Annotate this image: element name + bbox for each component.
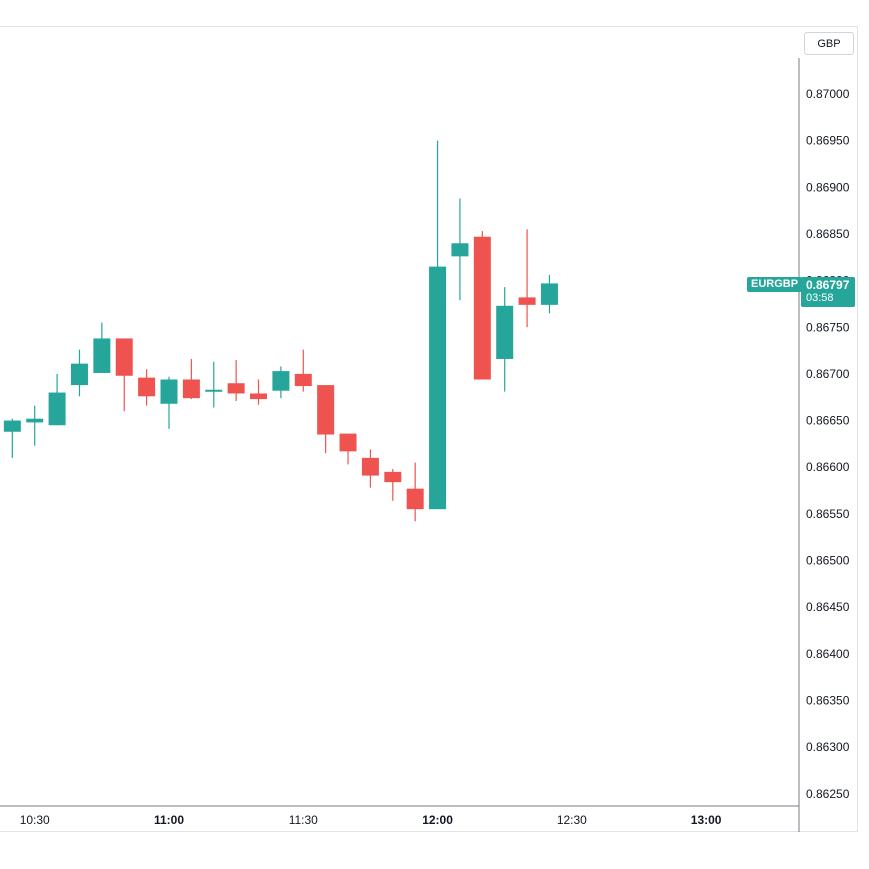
y-tick-label: 0.86550 [806, 507, 850, 521]
candle-body [317, 385, 335, 435]
candle-body [540, 283, 558, 305]
candle-body [384, 471, 402, 483]
y-tick-label: 0.86450 [806, 600, 850, 614]
y-tick-label: 0.86650 [806, 414, 850, 428]
x-tick-label: 12:30 [557, 813, 587, 827]
last-price-tag: 0.86797 03:58 [801, 277, 855, 307]
y-tick-label: 0.86750 [806, 320, 850, 334]
y-tick-label: 0.86950 [806, 134, 850, 148]
last-price-value: 0.86797 [806, 278, 850, 292]
candle-body [496, 305, 514, 359]
chart-frame [0, 26, 858, 832]
candle-body [26, 418, 44, 423]
candle-body [361, 457, 379, 476]
candle-body [3, 420, 21, 432]
y-tick-label: 0.86900 [806, 180, 850, 194]
y-tick-label: 0.86350 [806, 693, 850, 707]
candle-body [518, 297, 536, 305]
y-tick-label: 0.86700 [806, 367, 850, 381]
candle-body [182, 379, 200, 399]
candle-body [294, 373, 312, 387]
candle-body [138, 377, 156, 397]
candle-body [205, 389, 223, 392]
y-tick-label: 0.86600 [806, 460, 850, 474]
x-tick-label: 13:00 [691, 813, 722, 827]
candle-body [339, 433, 357, 452]
y-tick-label: 0.86400 [806, 647, 850, 661]
x-tick-label: 11:30 [289, 813, 318, 827]
candle-body [406, 488, 424, 510]
y-tick-label: 0.86850 [806, 227, 850, 241]
candle-body [93, 338, 111, 373]
y-tick-label: 0.87000 [806, 87, 850, 101]
candle-body [115, 338, 133, 376]
x-tick-label: 10:30 [20, 813, 50, 827]
symbol-label: EURGBP [747, 277, 803, 292]
y-tick-label: 0.86300 [806, 740, 850, 754]
y-tick-label: 0.86500 [806, 554, 850, 568]
candle-body [473, 236, 491, 380]
x-tick-label: 11:00 [154, 813, 184, 827]
candle-body [429, 266, 447, 510]
candle-body [227, 383, 245, 394]
candle-body [250, 393, 268, 400]
candle-body [70, 363, 88, 386]
candle-countdown: 03:58 [806, 292, 834, 304]
candle-body [160, 379, 178, 404]
y-tick-label: 0.86250 [806, 787, 850, 801]
candle-body [272, 371, 290, 391]
candle-body [48, 392, 66, 426]
currency-button[interactable]: GBP [804, 32, 854, 55]
candle-body [451, 243, 469, 257]
x-tick-label: 12:00 [422, 813, 453, 827]
